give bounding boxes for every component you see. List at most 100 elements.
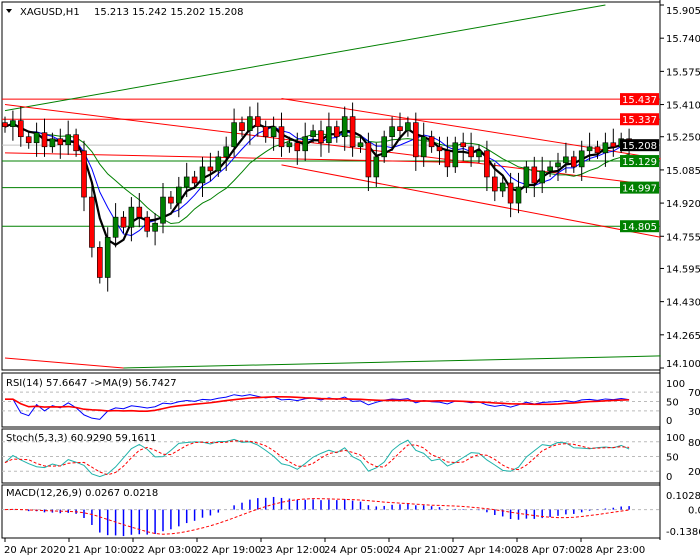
stoch-signal-line xyxy=(4,440,630,476)
candle xyxy=(25,136,32,144)
stoch-title: Stoch(5,3,3) 60.9290 59.1611 xyxy=(6,433,157,444)
price-label-box xyxy=(620,93,659,106)
candle xyxy=(341,116,348,138)
price-tick-label: 14.595 xyxy=(666,264,700,275)
candle xyxy=(120,216,127,228)
indicator-tick-label: 0.1028 xyxy=(666,491,700,502)
candle xyxy=(381,136,388,158)
candle xyxy=(412,122,419,158)
indicator-tick-label: 0 xyxy=(666,472,672,483)
candle xyxy=(476,150,482,158)
candle xyxy=(17,120,24,138)
price-tick-label: 14.430 xyxy=(666,298,700,309)
macd-title: MACD(12,26,9) 0.0267 0.0218 xyxy=(6,488,158,499)
indicator-tick-label: 30 xyxy=(688,407,700,418)
candle xyxy=(389,126,395,138)
chart-ohlc: 15.213 15.242 15.202 15.208 xyxy=(94,7,244,18)
indicator-tick-label: 0 xyxy=(666,416,672,427)
candle xyxy=(239,122,245,131)
price-label-box xyxy=(620,113,659,126)
candle xyxy=(49,138,56,148)
time-tick-label: 22 Apr 03:00 xyxy=(132,545,197,556)
candle xyxy=(310,130,316,138)
time-tick-label: 22 Apr 19:00 xyxy=(196,545,261,556)
candle xyxy=(405,122,411,131)
candle xyxy=(104,236,111,278)
time-tick-label: 24 Apr 21:00 xyxy=(388,545,453,556)
candle xyxy=(602,142,609,154)
price-label: 14.997 xyxy=(622,184,657,195)
candle xyxy=(333,126,340,138)
candle xyxy=(420,136,427,158)
indicator-tick-label: 50 xyxy=(666,453,679,464)
price-label: 15.129 xyxy=(622,157,657,168)
candle xyxy=(168,196,174,204)
candle xyxy=(563,156,569,164)
candle xyxy=(570,156,577,168)
candle xyxy=(499,182,506,192)
trendline xyxy=(281,164,661,238)
candle xyxy=(73,134,79,152)
candle xyxy=(286,142,293,148)
candle xyxy=(57,138,64,146)
price-tick-label: 15.250 xyxy=(666,133,700,144)
candle xyxy=(10,120,16,127)
candle xyxy=(594,146,601,154)
price-tick-label: 15.740 xyxy=(666,34,700,45)
candle xyxy=(33,132,40,144)
indicator-tick-label: 20 xyxy=(688,467,700,478)
trendline xyxy=(123,355,661,369)
indicator-tick-label: 100 xyxy=(666,433,685,444)
price-label-box xyxy=(620,155,659,168)
candle xyxy=(223,146,229,158)
price-label: 15.437 xyxy=(622,95,657,106)
candle xyxy=(112,216,119,238)
price-tick-label: 14.755 xyxy=(666,232,700,243)
candle xyxy=(468,146,474,158)
rsi-ma-line xyxy=(5,396,630,412)
indicator-tick-label: 100 xyxy=(666,379,685,390)
candle xyxy=(539,170,546,184)
candle xyxy=(2,122,8,127)
macd-signal-line xyxy=(4,498,630,535)
candle xyxy=(199,166,206,184)
candle xyxy=(357,142,364,148)
time-tick-label: 24 Apr 05:00 xyxy=(324,545,389,556)
candle xyxy=(247,116,253,131)
price-tick-label: 15.905 xyxy=(666,6,700,17)
price-label-box xyxy=(620,139,659,152)
time-tick-label: 21 Apr 10:00 xyxy=(68,545,133,556)
candle xyxy=(128,206,135,228)
candle xyxy=(302,136,309,152)
indicator-tick-label: 0.00 xyxy=(688,506,700,517)
candle xyxy=(294,142,301,152)
candle xyxy=(523,166,530,188)
candle xyxy=(41,132,48,148)
candle xyxy=(207,166,214,172)
price-tick-label: 15.085 xyxy=(666,166,700,177)
rsi-title: RSI(14) 57.6647 ->MA(9) 56.7427 xyxy=(6,378,177,389)
candle xyxy=(436,146,443,152)
price-tick-label: 15.575 xyxy=(666,67,700,78)
trendline xyxy=(4,4,606,112)
price-label-box xyxy=(620,220,659,233)
candle xyxy=(176,186,182,204)
dropdown-triangle-icon[interactable] xyxy=(6,9,12,13)
candle xyxy=(444,150,451,168)
time-tick-label: 27 Apr 14:00 xyxy=(452,545,517,556)
price-tick-label: 14.920 xyxy=(666,199,700,210)
chart-symbol-title: XAGUSD,H1 xyxy=(20,7,80,18)
stoch-main-line xyxy=(4,438,630,478)
candle xyxy=(215,156,222,172)
indicator-tick-label: 80 xyxy=(688,438,700,449)
candle xyxy=(136,206,143,218)
candle xyxy=(318,130,324,144)
indicator-tick-label: 50 xyxy=(666,398,679,409)
candle xyxy=(183,176,190,188)
candle xyxy=(547,166,553,172)
candle xyxy=(255,116,261,127)
time-tick-label: 28 Apr 23:00 xyxy=(580,545,645,556)
trendline xyxy=(4,357,124,369)
